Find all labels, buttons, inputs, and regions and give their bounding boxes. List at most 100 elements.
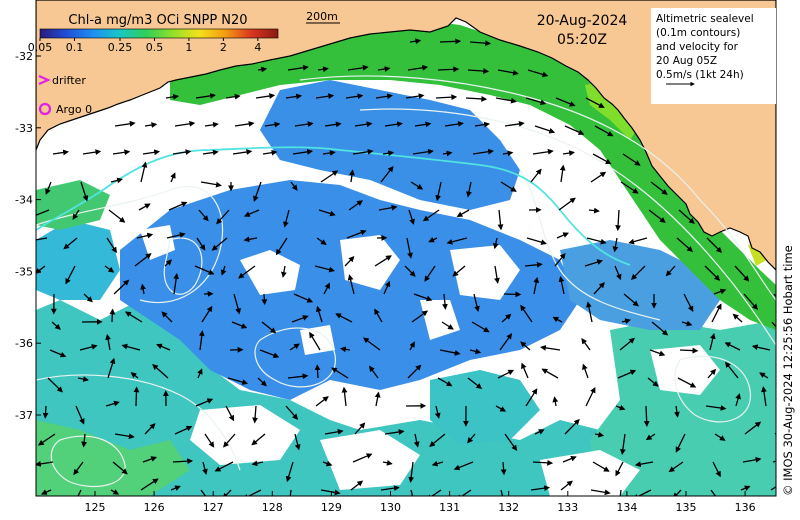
velocity-arrow xyxy=(354,422,366,435)
colorbar-label-1: 0.1 xyxy=(66,41,84,54)
velocity-arrow xyxy=(290,181,298,191)
velocity-arrow xyxy=(220,265,227,276)
velocity-arrow xyxy=(195,398,214,407)
velocity-arrow xyxy=(109,308,116,323)
velocity-arrow xyxy=(619,433,626,455)
velocity-arrow xyxy=(500,181,517,192)
x-tick-label-126: 126 xyxy=(144,501,165,514)
velocity-arrow xyxy=(525,97,547,106)
velocity-arrow xyxy=(584,259,604,267)
info-line-2: (0.1m contours) xyxy=(656,27,740,39)
velocity-arrow xyxy=(492,237,499,250)
velocity-arrow xyxy=(437,377,453,387)
velocity-arrow xyxy=(734,265,750,282)
velocity-arrow xyxy=(585,386,596,407)
velocity-arrow xyxy=(710,489,717,496)
velocity-arrow xyxy=(632,489,652,496)
velocity-arrow xyxy=(202,461,208,475)
velocity-arrow xyxy=(204,433,215,448)
velocity-arrow xyxy=(369,365,379,379)
velocity-arrow xyxy=(647,377,659,387)
velocity-arrow xyxy=(473,293,480,313)
velocity-arrow xyxy=(253,181,262,202)
velocity-arrow xyxy=(238,265,256,279)
velocity-arrow xyxy=(251,433,266,446)
velocity-arrow xyxy=(316,237,327,245)
velocity-arrow xyxy=(588,207,600,214)
velocity-arrow xyxy=(560,480,573,491)
velocity-arrow xyxy=(204,121,219,128)
colorbar-label-2: 0.25 xyxy=(108,41,133,54)
velocity-arrow xyxy=(197,368,203,379)
velocity-arrow xyxy=(552,316,563,323)
x-tick-label-135: 135 xyxy=(676,501,697,514)
velocity-arrow xyxy=(435,94,458,101)
velocity-arrow xyxy=(285,93,303,100)
velocity-arrow xyxy=(251,460,264,467)
legend-argo: Argo 0 xyxy=(38,102,92,116)
velocity-arrow xyxy=(428,237,438,243)
velocity-arrow xyxy=(620,181,639,194)
velocity-arrow xyxy=(314,265,335,273)
velocity-arrow xyxy=(643,405,650,427)
velocity-arrow xyxy=(233,293,241,315)
date-label: 20-Aug-2024 xyxy=(537,13,628,29)
velocity-arrow xyxy=(712,461,721,478)
velocity-arrow xyxy=(382,459,393,466)
x-tick-label-130: 130 xyxy=(380,501,401,514)
velocity-arrow xyxy=(345,93,364,100)
velocity-arrow xyxy=(112,149,131,156)
velocity-arrow xyxy=(707,368,717,379)
velocity-arrow xyxy=(472,148,494,155)
velocity-arrow xyxy=(164,259,173,267)
velocity-arrow xyxy=(49,349,67,358)
velocity-arrow xyxy=(352,148,374,155)
velocity-arrow xyxy=(634,461,654,468)
colorbar-label-6: 4 xyxy=(254,41,261,54)
velocity-arrow xyxy=(469,348,482,355)
velocity-arrow xyxy=(384,429,405,435)
velocity-arrow xyxy=(466,181,472,198)
velocity-arrow xyxy=(534,429,545,435)
velocity-arrow xyxy=(495,97,517,104)
velocity-arrow xyxy=(586,237,607,245)
velocity-arrow xyxy=(452,265,466,277)
velocity-arrow xyxy=(405,93,425,99)
velocity-arrow xyxy=(623,293,639,307)
velocity-arrow xyxy=(36,265,46,274)
velocity-arrow xyxy=(63,237,78,250)
velocity-arrow xyxy=(75,405,85,425)
velocity-arrow xyxy=(83,293,93,303)
velocity-arrow xyxy=(352,453,373,463)
y-tick-label--33: -33 xyxy=(15,122,33,135)
velocity-arrow xyxy=(174,425,193,435)
velocity-arrow xyxy=(36,236,48,243)
velocity-arrow xyxy=(289,489,292,496)
velocity-arrow xyxy=(144,423,156,435)
velocity-arrow xyxy=(704,265,721,281)
velocity-arrow xyxy=(594,431,605,438)
velocity-arrow xyxy=(222,489,232,496)
velocity-arrow xyxy=(527,69,549,78)
bright-green-coastal xyxy=(585,80,640,140)
velocity-arrow xyxy=(628,237,648,245)
depth-contour-label: 200m xyxy=(306,10,338,23)
plot-frame xyxy=(35,0,777,497)
info-line-1: Altimetric sealevel xyxy=(656,13,754,25)
velocity-arrow xyxy=(586,301,593,323)
colorbar-labels: 0.05 0.1 0.25 0.5 1 2 4 xyxy=(28,38,261,54)
velocity-arrow xyxy=(410,489,414,496)
velocity-arrow xyxy=(168,201,188,211)
velocity-arrow xyxy=(556,232,569,239)
velocity-arrow xyxy=(378,204,398,211)
velocity-arrow xyxy=(130,372,139,379)
velocity-arrow xyxy=(110,489,120,495)
velocity-arrow xyxy=(322,460,333,467)
green-patch-south xyxy=(36,420,190,496)
velocity-arrow xyxy=(404,265,416,277)
velocity-arrow xyxy=(362,337,381,351)
velocity-arrow xyxy=(520,341,531,351)
velocity-arrow xyxy=(196,237,206,251)
x-axis: 125 126 127 128 129 130 131 132 133 134 135 136 xyxy=(85,491,756,514)
velocity-arrow xyxy=(413,293,433,302)
